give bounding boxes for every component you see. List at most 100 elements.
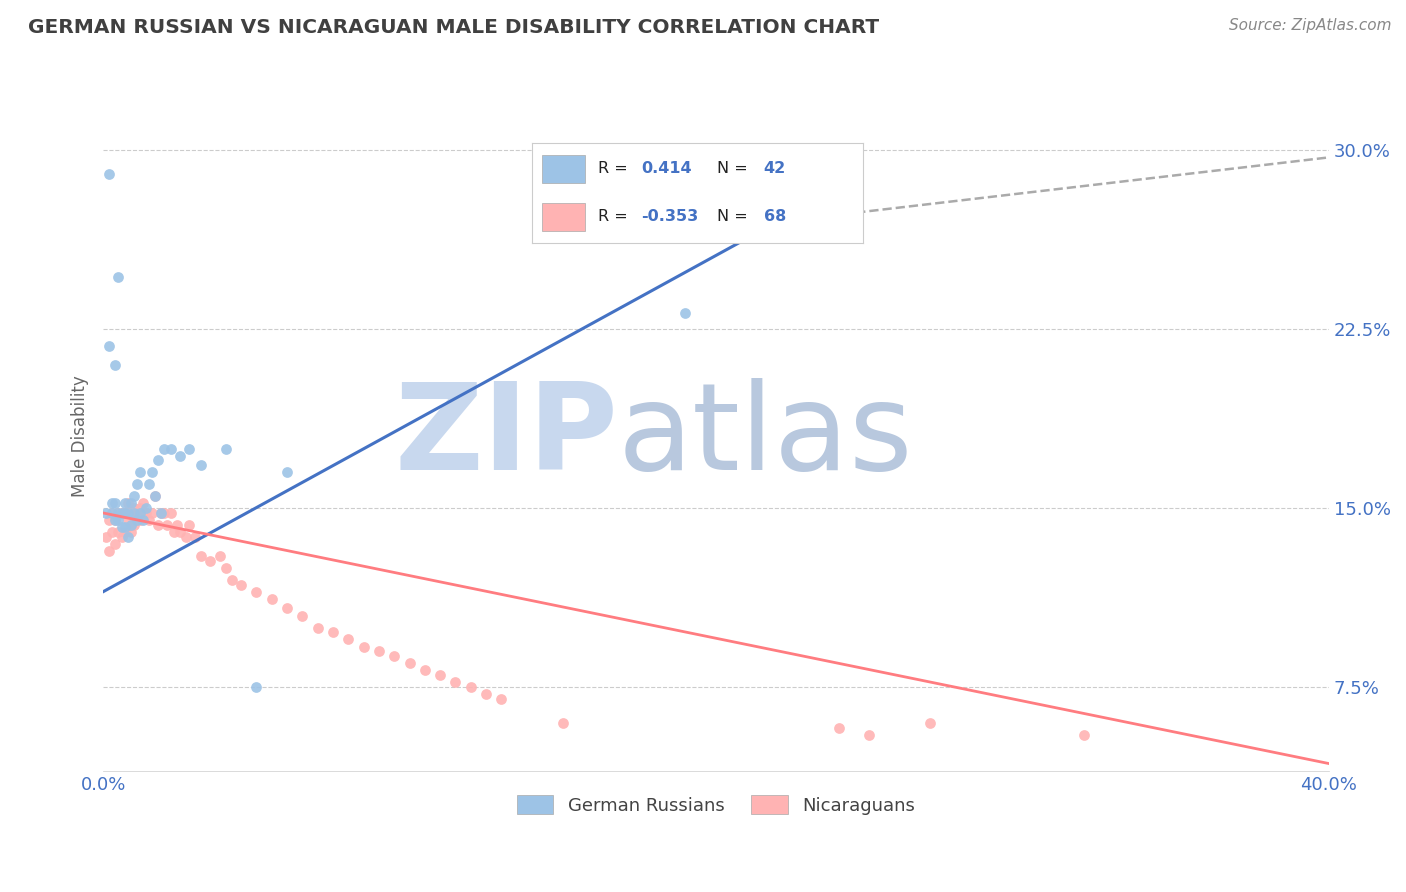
Point (673, 305, 696, 319)
Point (117, 496, 139, 510)
Point (148, 517, 170, 532)
Point (96, 506, 118, 520)
Point (221, 573, 243, 587)
Point (107, 506, 129, 520)
Point (353, 640, 375, 654)
Point (104, 513, 127, 527)
Point (110, 506, 132, 520)
Point (190, 549, 212, 563)
Point (398, 657, 420, 671)
Point (150, 506, 173, 520)
Point (138, 513, 160, 527)
Point (245, 680, 267, 694)
Point (132, 506, 155, 520)
Point (110, 520, 132, 534)
Point (1073, 728, 1095, 742)
Point (491, 692, 513, 706)
Point (104, 496, 127, 510)
Point (98, 167, 121, 181)
Point (114, 506, 136, 520)
Point (114, 524, 136, 539)
Point (141, 466, 163, 480)
Point (460, 680, 482, 694)
Point (260, 591, 283, 606)
Text: GERMAN RUSSIAN VS NICARAGUAN MALE DISABILITY CORRELATION CHART: GERMAN RUSSIAN VS NICARAGUAN MALE DISABI… (28, 18, 879, 37)
Point (98, 513, 121, 527)
Point (229, 577, 252, 591)
Point (110, 530, 132, 544)
Point (169, 449, 191, 463)
Text: atlas: atlas (617, 378, 914, 495)
Point (166, 517, 188, 532)
Point (135, 506, 157, 520)
Point (125, 506, 148, 520)
Point (117, 530, 139, 544)
Point (162, 524, 184, 539)
Point (177, 517, 200, 532)
Point (208, 549, 231, 563)
Point (858, 728, 880, 742)
Point (276, 466, 298, 480)
Point (177, 442, 200, 456)
Point (337, 632, 360, 647)
Text: Source: ZipAtlas.com: Source: ZipAtlas.com (1229, 18, 1392, 33)
Point (120, 517, 142, 532)
Point (98, 544, 121, 558)
Point (551, 715, 574, 730)
Point (143, 489, 166, 503)
Point (169, 524, 191, 539)
Point (104, 358, 127, 372)
Point (101, 524, 124, 539)
Point (129, 466, 152, 480)
Point (107, 513, 129, 527)
Point (117, 513, 139, 527)
Point (159, 442, 181, 456)
Point (122, 506, 145, 520)
Point (150, 506, 173, 520)
Point (138, 477, 160, 491)
Point (125, 513, 148, 527)
Point (135, 501, 157, 516)
Point (129, 506, 152, 520)
Point (141, 506, 163, 520)
Point (322, 625, 344, 640)
Point (827, 721, 849, 735)
Point (153, 442, 176, 456)
Point (276, 601, 298, 615)
Point (120, 517, 142, 532)
Point (120, 524, 142, 539)
Point (129, 501, 152, 516)
Point (122, 517, 145, 532)
Point (96, 530, 118, 544)
Point (125, 506, 148, 520)
Point (429, 668, 451, 682)
Point (107, 269, 129, 284)
Point (104, 537, 127, 551)
Point (101, 496, 124, 510)
Point (159, 506, 181, 520)
Y-axis label: Male Disability: Male Disability (72, 376, 89, 498)
Point (110, 506, 132, 520)
Point (148, 453, 170, 467)
Point (200, 554, 222, 568)
Point (122, 501, 145, 516)
Point (215, 561, 238, 575)
Point (184, 530, 207, 544)
Point (153, 506, 176, 520)
Point (132, 496, 155, 510)
Text: ZIP: ZIP (394, 378, 617, 495)
Point (156, 517, 179, 532)
Point (382, 649, 405, 664)
Point (114, 520, 136, 534)
Point (114, 506, 136, 520)
Point (143, 489, 166, 503)
Point (190, 458, 212, 473)
Point (475, 687, 498, 701)
Point (413, 664, 436, 678)
Point (122, 489, 145, 503)
Point (245, 584, 267, 599)
Point (367, 644, 389, 658)
Point (129, 513, 152, 527)
Point (101, 506, 124, 520)
Point (125, 477, 148, 491)
